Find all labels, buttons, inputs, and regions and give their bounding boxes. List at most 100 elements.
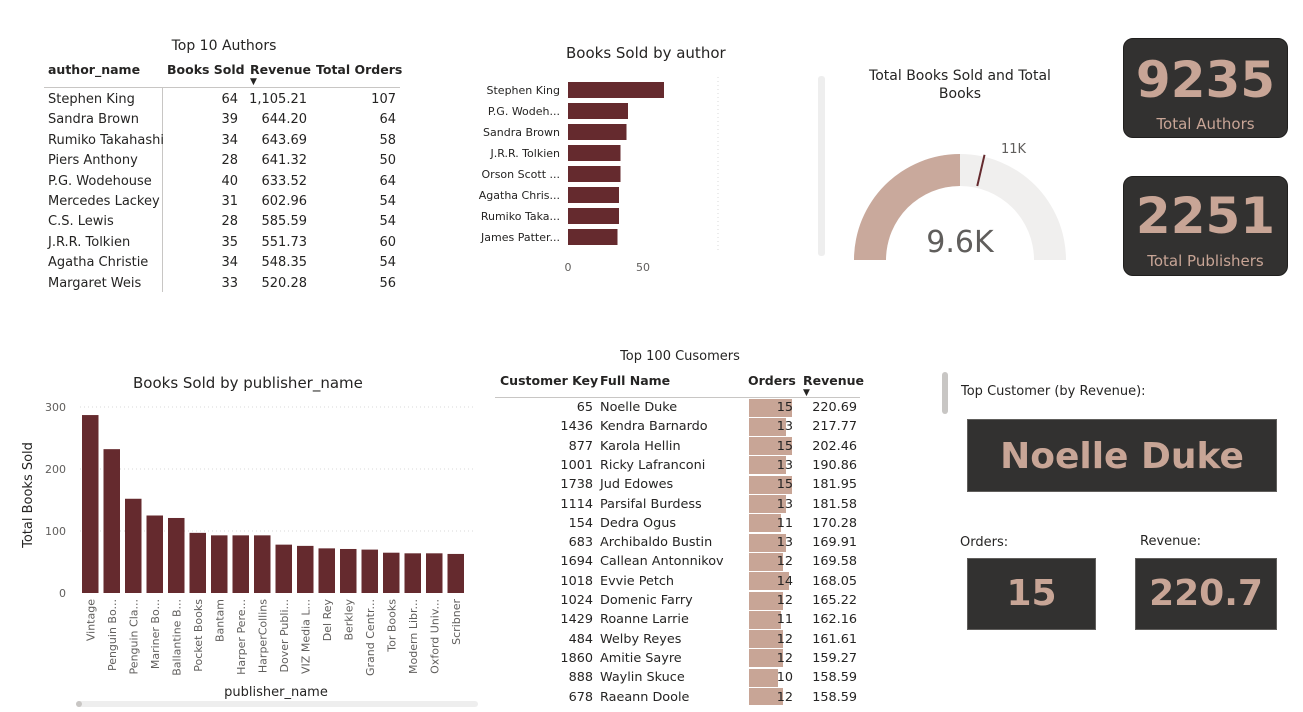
table-row[interactable]: Stephen King 64 1,105.21 107 [44,90,404,110]
table-row[interactable]: Margaret Weis 33 520.28 56 [44,274,404,294]
orders-data-bar [749,495,787,513]
revenue-cell: 190.86 [812,457,857,473]
table-row[interactable]: Rumiko Takahashi 34 643.69 58 [44,131,404,151]
col-books-sold[interactable]: Books Sold [167,62,245,77]
books-sold-cell: 34 [221,255,238,271]
table-row[interactable]: 154 Dedra Ogus 11 170.28 [495,514,865,533]
customer-key-cell: 484 [568,631,593,647]
table-row[interactable]: 683 Archibaldo Bustin 13 169.91 [495,533,865,552]
bar [383,552,400,593]
revenue-cell: 168.05 [812,573,857,589]
gauge-value: 9.6K [926,225,995,260]
x-tick-label: 50 [636,261,650,274]
col-orders[interactable]: Orders [748,373,796,388]
table-row[interactable]: 484 Welby Reyes 12 161.61 [495,630,865,649]
orders-cell: 11 [776,612,793,628]
table-row[interactable]: 877 Karola Hellin 15 202.46 [495,437,865,456]
revenue-cell: 165.22 [812,593,857,608]
orders-cell: 12 [776,689,793,705]
full-name-cell: Evvie Petch [600,573,675,589]
books-sold-cell: 64 [221,92,238,107]
full-name-cell: Noelle Duke [600,400,678,415]
table-row[interactable]: P.G. Wodehouse 40 633.52 64 [44,172,404,192]
orders-data-bar [749,456,787,475]
y-tick-label: 100 [45,525,66,538]
revenue-cell: 159.27 [812,650,857,666]
scrollbar[interactable] [818,76,825,256]
table-row[interactable]: Sandra Brown 39 644.20 64 [44,110,404,130]
full-name-cell: Jud Edowes [600,477,674,493]
top-customer-name-card: Noelle Duke [967,419,1277,492]
y-tick-label: 300 [45,401,66,414]
total-orders-cell: 54 [379,194,396,209]
revenue-cell: 169.58 [812,554,857,570]
customer-key-cell: 877 [568,438,593,454]
category-label: Mariner Bo... [149,599,162,669]
table-row[interactable]: 888 Waylin Skuce 10 158.59 [495,668,865,687]
table-row[interactable]: 65 Noelle Duke 15 220.69 [495,398,865,417]
table-row[interactable]: 1018 Evvie Petch 14 168.05 [495,572,865,591]
table-row[interactable]: 1694 Callean Antonnikov 12 169.58 [495,552,865,571]
category-label: Grand Centr... [364,599,377,676]
full-name-cell: Welby Reyes [600,631,682,647]
author-chart-title: Books Sold by author [566,44,726,62]
orders-cell: 13 [776,535,793,551]
orders-cell: 12 [776,631,793,647]
header-divider [44,87,400,88]
revenue-cell: 181.95 [812,477,857,493]
bar [254,535,271,593]
table-row[interactable]: 1114 Parsifal Burdess 13 181.58 [495,495,865,514]
kpi-label: Total Authors [1156,115,1255,133]
revenue-cell: 202.46 [812,438,857,454]
table-row[interactable]: C.S. Lewis 28 585.59 54 [44,212,404,232]
kpi-value: 2251 [1135,187,1276,245]
col-total-orders[interactable]: Total Orders [316,62,403,77]
horizontal-scrollbar[interactable] [76,701,478,707]
total-orders-cell: 54 [379,214,396,230]
header-divider [495,397,860,398]
orders-cell: 12 [776,650,793,666]
col-customer-key[interactable]: Customer Key [500,373,599,388]
category-label: Tor Books [385,599,398,653]
total-orders-cell: 60 [379,234,396,250]
x-axis-label: publisher_name [224,685,328,700]
table-row[interactable]: 1024 Domenic Farry 12 165.22 [495,591,865,610]
table-row[interactable]: 1429 Roanne Larrie 11 162.16 [495,610,865,629]
customer-key-cell: 1860 [560,650,593,666]
table-row[interactable]: 1860 Amitie Sayre 12 159.27 [495,649,865,668]
scrollbar[interactable] [942,372,948,414]
table-row[interactable]: 1001 Ricky Lafranconi 13 190.86 [495,456,865,475]
table-row[interactable]: Piers Anthony 28 641.32 50 [44,151,404,171]
category-label: Sandra Brown [483,126,560,139]
orders-data-bar [749,630,784,649]
table-row[interactable]: Mercedes Lackey 31 602.96 54 [44,192,404,212]
orders-cell: 15 [776,438,793,454]
gauge-title: Total Books Sold and Total Books [869,68,1051,102]
table-row[interactable]: J.R.R. Tolkien 35 551.73 60 [44,233,404,253]
full-name-cell: Archibaldo Bustin [600,535,713,551]
table-row[interactable]: 1436 Kendra Barnardo 13 217.77 [495,417,865,436]
sort-desc-icon: ▼ [803,388,810,398]
bar [568,187,619,203]
table-row[interactable]: 678 Raeann Doole 12 158.59 [495,688,865,705]
col-revenue[interactable]: Revenue [803,373,865,388]
col-revenue[interactable]: Revenue [250,62,312,77]
full-name-cell: Dedra Ogus [600,515,676,531]
total-orders-cell: 64 [379,112,396,128]
gauge-target-label: 11K [1001,142,1027,157]
table-row[interactable]: 1738 Jud Edowes 15 181.95 [495,475,865,494]
bar [211,535,228,593]
col-full-name[interactable]: Full Name [600,373,671,388]
col-author-name[interactable]: author_name [48,62,141,77]
revenue-cell: 643.69 [261,132,308,148]
full-name-cell: Callean Antonnikov [600,554,724,570]
gauge-target-marker [976,154,986,187]
books-sold-cell: 28 [221,153,238,169]
orders-label: Orders: [960,535,1009,550]
bar [297,545,314,593]
revenue-label: Revenue: [1140,534,1201,549]
revenue-cell: 220.69 [812,400,857,415]
total-orders-cell: 56 [379,275,396,291]
customer-key-cell: 1114 [560,496,593,512]
table-row[interactable]: Agatha Christie 34 548.35 54 [44,253,404,273]
